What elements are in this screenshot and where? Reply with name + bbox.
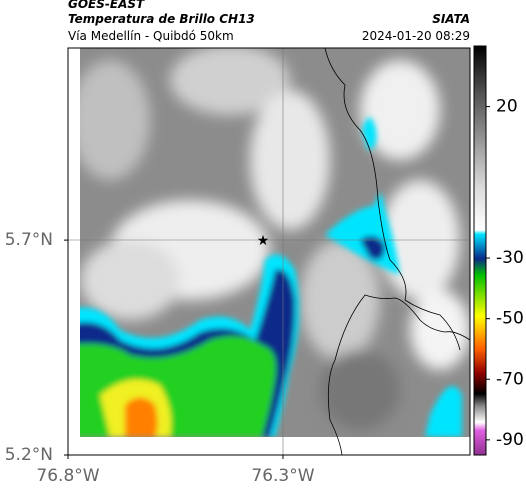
satellite-image: ★ xyxy=(68,48,470,455)
colorbar-tick-label: 20 xyxy=(496,97,518,117)
colorbar-tick-label: -70 xyxy=(496,369,524,389)
source: SIATA xyxy=(432,12,470,26)
title: Temperatura de Brillo CH13 xyxy=(68,12,255,26)
colorbar-tick-label: -50 xyxy=(496,309,524,329)
colorbar-tick-label: -30 xyxy=(496,248,524,268)
subtitle: Vía Medellín - Quibdó 50km xyxy=(68,29,234,43)
svg-text:★: ★ xyxy=(257,233,270,249)
satellite: GOES-EAST xyxy=(68,0,145,11)
y-tick-label: 5.7°N xyxy=(5,230,53,250)
colorbar-tick-label: -90 xyxy=(496,430,524,450)
y-tick-label: 5.2°N xyxy=(5,445,53,465)
datetime: 2024-01-20 08:29 xyxy=(362,29,470,43)
x-tick-label: 76.8°W xyxy=(36,466,99,486)
x-tick-label: 76.3°W xyxy=(251,466,314,486)
